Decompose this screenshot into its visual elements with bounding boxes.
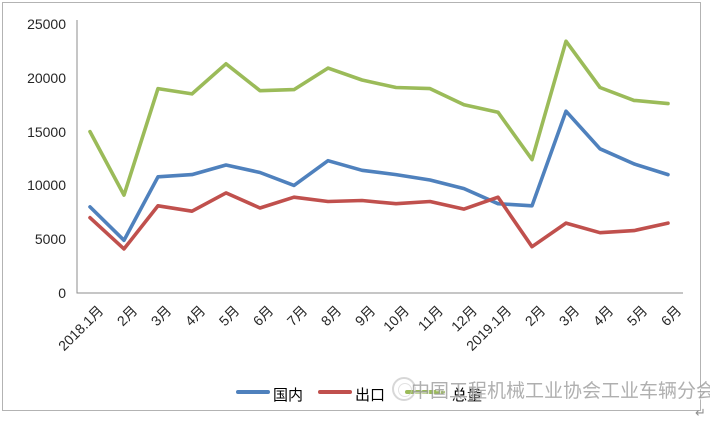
y-tick-label: 5000 [34, 231, 66, 248]
axis-lines [76, 20, 683, 294]
y-tick-label: 15000 [27, 123, 66, 140]
series-line-国内 [88, 109, 670, 243]
y-tick-label: 10000 [27, 177, 66, 194]
paragraph-return-mark: ↵ [695, 405, 706, 420]
series-line-出口 [88, 191, 670, 251]
legend-label-export: 出口 [355, 387, 386, 404]
watermark-text: 中国工程机械工业协会工业车辆分会 [411, 381, 710, 402]
legend-line-export [318, 390, 352, 394]
y-tick-label: 0 [58, 285, 66, 301]
legend-line-domestic [236, 390, 270, 394]
legend-line-total [405, 390, 445, 394]
legend-label-domestic: 国内 [273, 387, 304, 404]
y-tick-label: 25000 [27, 16, 66, 32]
legend-label-total: 总量 [452, 387, 483, 404]
chart-frame-border [2, 2, 701, 411]
series-line-总量 [88, 39, 670, 197]
y-tick-label: 20000 [27, 69, 66, 86]
circular-seal-icon [392, 377, 416, 401]
